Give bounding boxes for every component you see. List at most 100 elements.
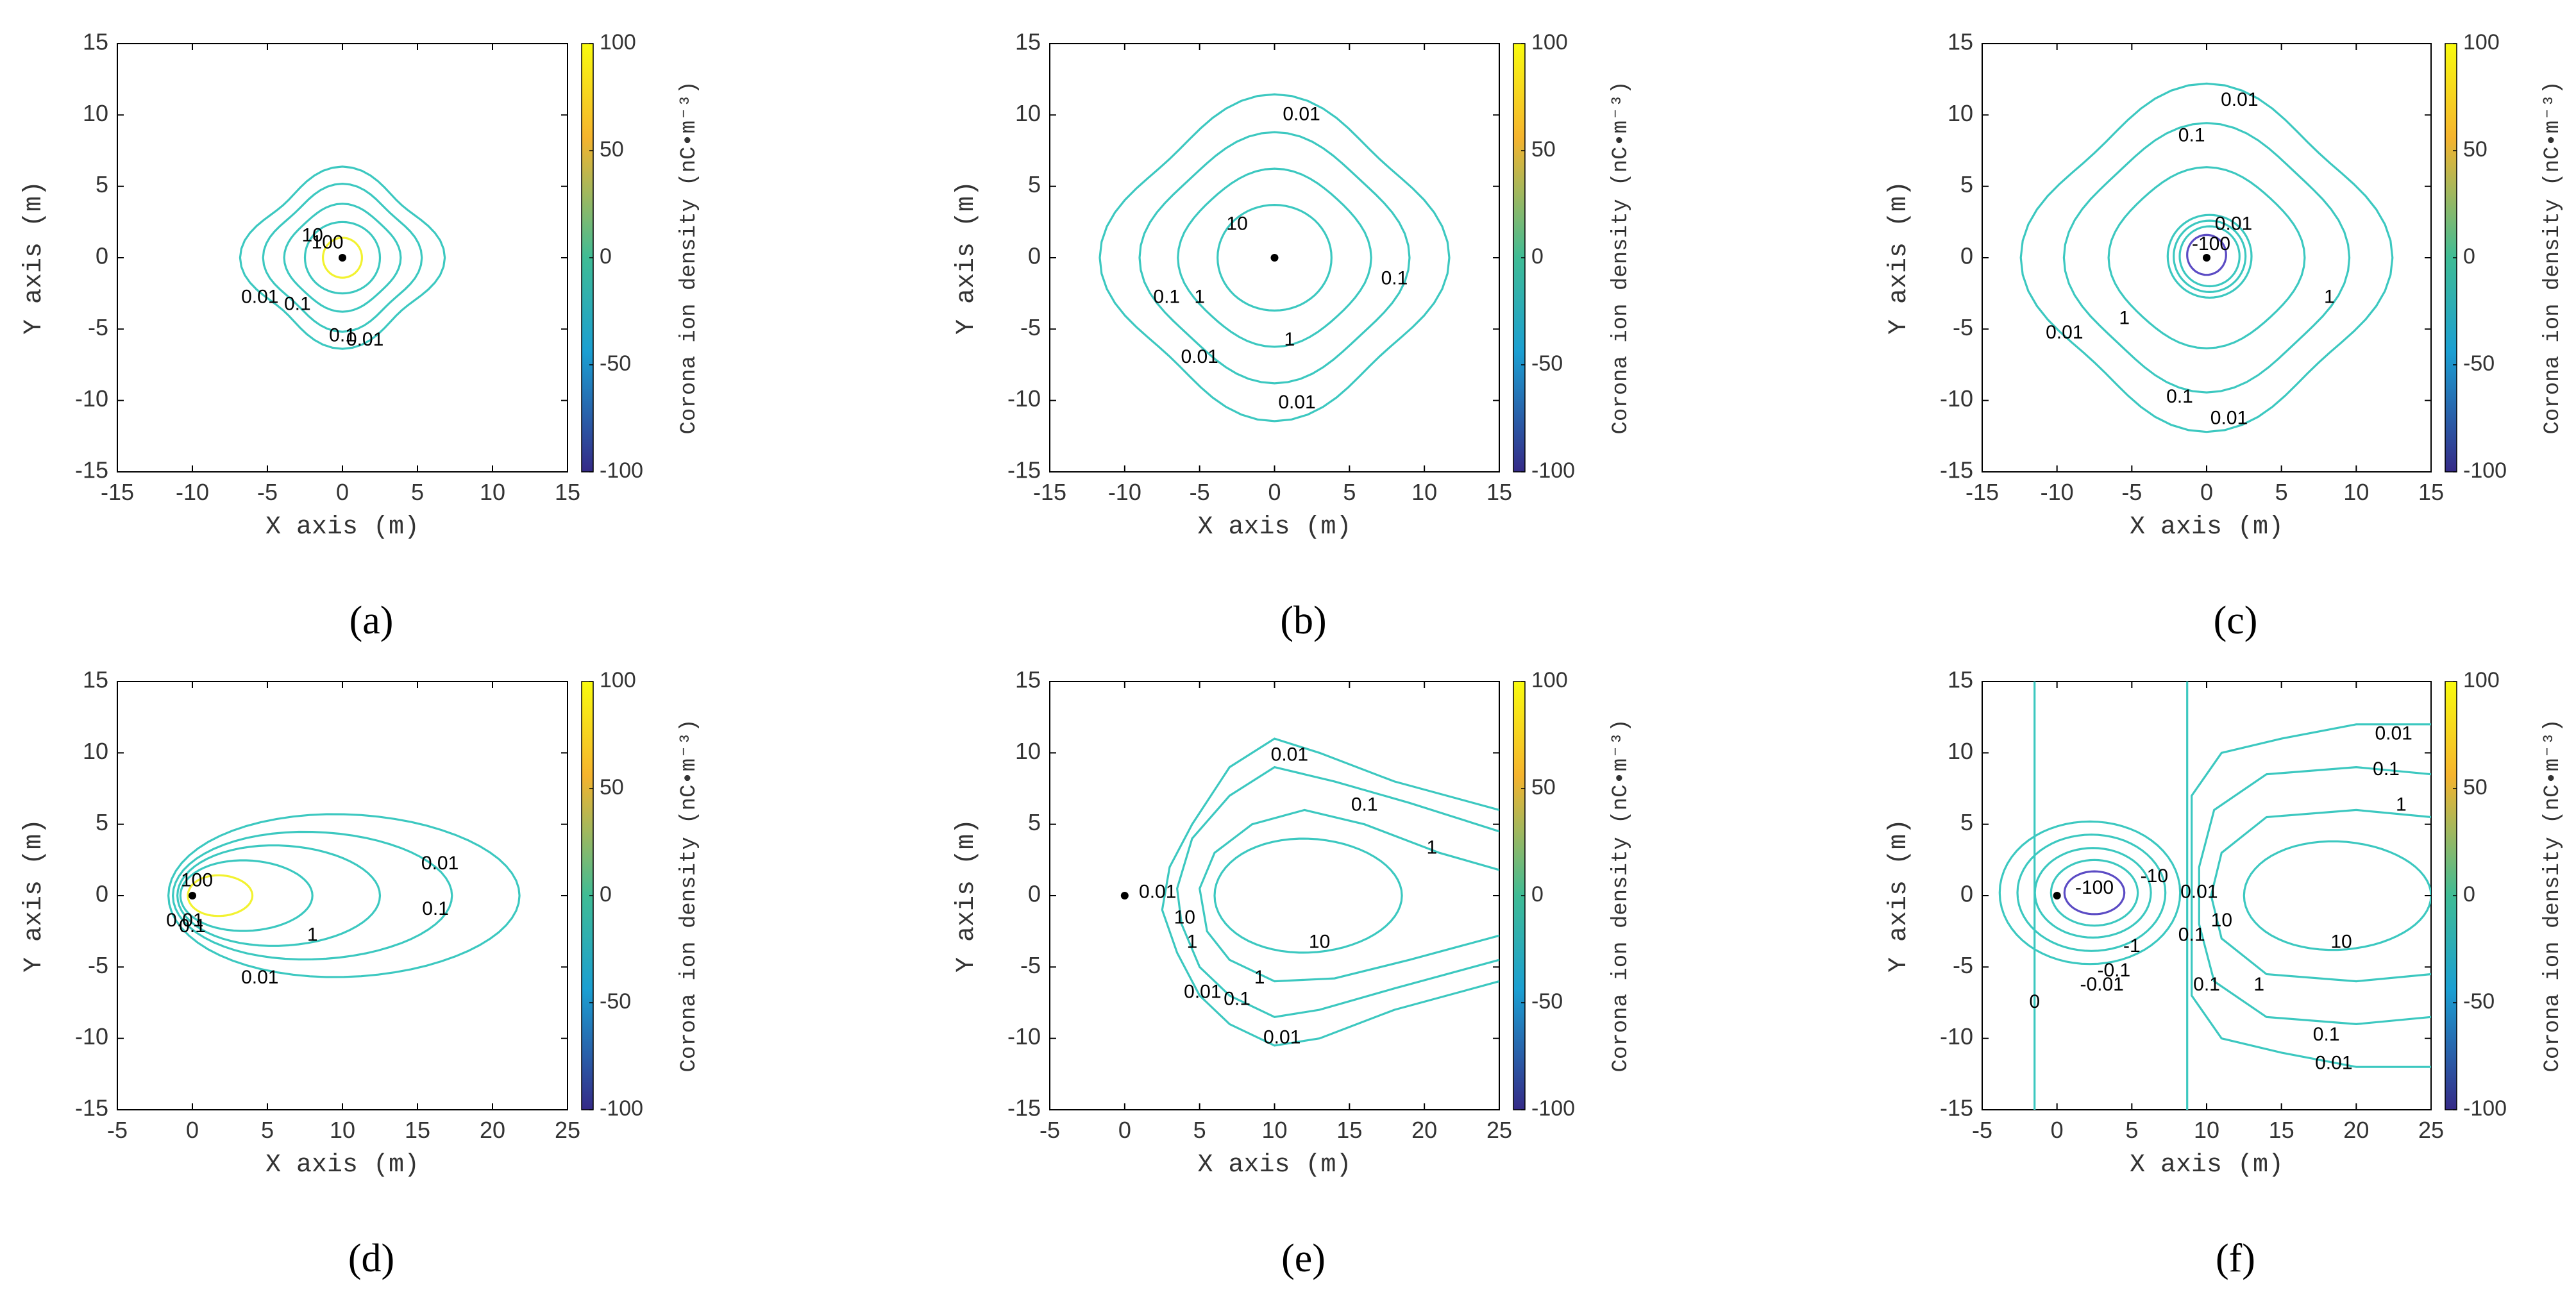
x-tick-label: 15 — [405, 1117, 430, 1143]
y-tick-label: -15 — [1007, 457, 1041, 483]
contour-label: 1 — [2396, 794, 2407, 815]
contour-label: 0.01 — [2221, 89, 2258, 110]
y-tick-label: 10 — [83, 738, 108, 764]
contour-label: -100 — [2192, 233, 2230, 255]
y-tick-label: 10 — [83, 100, 108, 126]
contour-label: 10 — [2211, 910, 2232, 931]
contour-label: 1 — [1284, 329, 1295, 350]
contour-line — [2243, 840, 2431, 951]
y-tick-label: 10 — [1015, 738, 1041, 764]
contour-label: 0.1 — [2313, 1024, 2340, 1045]
panel-label: (f) — [2216, 1237, 2255, 1280]
contour-label: 100 — [181, 870, 213, 891]
contour-label: 10 — [1174, 907, 1195, 928]
contour-label: 10 — [1226, 213, 1247, 235]
colorbar-tick-label: 100 — [600, 30, 636, 54]
contour-label: -10 — [2141, 866, 2168, 887]
source-point — [2203, 254, 2210, 262]
colorbar-tick-label: 100 — [1531, 30, 1568, 54]
contour-line — [1099, 93, 1451, 422]
colorbar-tick-label: 50 — [1531, 137, 1556, 162]
x-tick-label: 0 — [1268, 479, 1281, 505]
colorbar-tick-label: -100 — [600, 1096, 643, 1121]
contour-line — [187, 874, 254, 917]
y-tick-label: -5 — [1953, 314, 1973, 340]
x-tick-label: 20 — [1411, 1117, 1437, 1143]
contour-lines — [1161, 737, 1499, 1047]
y-axis-label: Y axis (m) — [20, 819, 49, 973]
y-tick-label: -10 — [75, 385, 108, 412]
contour-line — [2191, 723, 2431, 1068]
y-tick-label: 5 — [96, 171, 108, 197]
colorbar-tick-label: 0 — [2463, 244, 2475, 269]
x-tick-label: 10 — [480, 479, 505, 505]
colorbar-tick-label: 0 — [1531, 882, 1544, 907]
y-tick-label: -10 — [1940, 385, 1973, 412]
source-point — [2053, 892, 2061, 899]
contour-label: 0.01 — [2315, 1053, 2352, 1074]
x-tick-label: -5 — [2121, 479, 2142, 505]
y-tick-label: 15 — [1015, 29, 1041, 55]
y-tick-label: 15 — [1948, 667, 1973, 693]
y-tick-label: 15 — [1015, 667, 1041, 693]
contour-label: 1 — [2324, 286, 2335, 307]
x-tick-label: 15 — [2269, 1117, 2294, 1143]
colorbar-label: Corona ion density (nC•m⁻³) — [677, 81, 702, 435]
panel-label: (e) — [1281, 1237, 1326, 1280]
x-tick-label: 5 — [2125, 1117, 2138, 1143]
x-tick-label: -5 — [1040, 1117, 1060, 1143]
contour-line — [1161, 737, 1499, 1047]
y-tick-label: 0 — [1960, 243, 1973, 269]
contour-lines — [1099, 93, 1451, 422]
contour-line — [2186, 233, 2227, 276]
colorbar-tick-label: 0 — [600, 244, 612, 269]
x-tick-label: 5 — [1343, 479, 1356, 505]
contour-label: 0.01 — [1271, 744, 1308, 765]
contour-line — [2166, 213, 2253, 299]
contour-line — [283, 203, 402, 313]
source-point — [339, 254, 346, 262]
x-tick-label: -15 — [1033, 479, 1066, 505]
contour-label: 0.01 — [2375, 723, 2412, 744]
x-tick-label: 20 — [2343, 1117, 2369, 1143]
y-tick-label: 0 — [1960, 881, 1973, 907]
contour-label: 1 — [2253, 974, 2264, 995]
x-tick-label: -5 — [107, 1117, 128, 1143]
contour-label: 1 — [307, 924, 318, 945]
y-tick-label: 5 — [96, 809, 108, 835]
contour-line — [2050, 858, 2139, 927]
contour-label: 0.1 — [2373, 758, 2400, 780]
contour-line — [2063, 870, 2126, 916]
x-tick-label: 0 — [1118, 1117, 1131, 1143]
contour-label: 0.01 — [1184, 981, 1221, 1002]
contour-line — [2173, 219, 2247, 294]
contour-label: 0.01 — [421, 853, 459, 874]
contour-label: 1 — [1427, 837, 1438, 858]
x-tick-label: -5 — [1190, 479, 1210, 505]
x-tick-label: 5 — [2275, 479, 2288, 505]
contour-lines — [239, 165, 446, 350]
contour-label: 0.01 — [2046, 322, 2083, 343]
contour-label: 0.01 — [2180, 881, 2218, 902]
y-tick-label: -10 — [1007, 385, 1041, 412]
source-point — [1120, 892, 1129, 899]
panel-label: (a) — [349, 599, 394, 642]
contour-label: 10 — [302, 225, 323, 246]
colorbar-tick-label: -50 — [2463, 351, 2495, 376]
contour-line — [2016, 833, 2167, 952]
x-tick-label: 10 — [2343, 479, 2369, 505]
x-axis-label: X axis (m) — [265, 1151, 419, 1180]
colorbar-tick-label: 0 — [1531, 244, 1544, 269]
contour-line — [2210, 808, 2431, 983]
contour-line — [1138, 131, 1411, 385]
contour-line — [239, 165, 446, 350]
contour-lines — [2019, 82, 2394, 433]
source-point — [189, 892, 196, 899]
colorbar-tick-label: 100 — [600, 668, 636, 692]
y-tick-label: 0 — [1028, 243, 1041, 269]
x-tick-label: 5 — [411, 479, 424, 505]
contour-label: 0.01 — [166, 910, 203, 931]
